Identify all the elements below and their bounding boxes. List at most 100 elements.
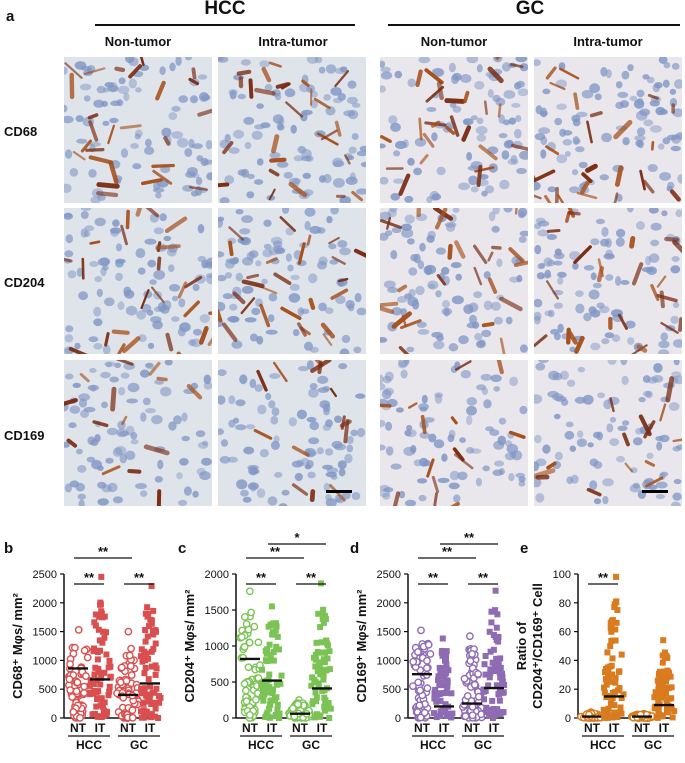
data-point bbox=[277, 680, 284, 687]
data-point bbox=[324, 655, 331, 662]
data-point bbox=[664, 709, 671, 716]
data-point bbox=[614, 607, 621, 613]
data-point bbox=[493, 682, 500, 689]
data-point bbox=[433, 698, 440, 705]
data-point bbox=[127, 644, 136, 653]
data-point bbox=[278, 672, 285, 679]
data-point bbox=[601, 689, 608, 696]
data-point bbox=[105, 692, 112, 699]
data-point bbox=[439, 635, 446, 642]
data-point bbox=[264, 713, 271, 719]
data-point bbox=[320, 619, 327, 626]
y-tick-label: 1500 bbox=[33, 627, 57, 639]
data-point bbox=[612, 675, 619, 681]
data-point bbox=[122, 676, 131, 685]
data-point bbox=[443, 689, 450, 696]
data-point bbox=[486, 674, 493, 681]
data-point bbox=[615, 668, 622, 675]
data-point bbox=[609, 617, 616, 624]
data-point bbox=[267, 701, 274, 708]
data-point bbox=[148, 648, 155, 655]
x-tick-label: IT bbox=[267, 721, 278, 735]
y-tick-label: 1000 bbox=[33, 655, 57, 667]
data-point bbox=[485, 682, 492, 689]
x-tick-label: IT bbox=[145, 721, 156, 735]
data-point bbox=[144, 633, 151, 640]
data-point bbox=[490, 646, 497, 653]
data-point bbox=[489, 697, 496, 704]
data-point bbox=[91, 671, 98, 678]
scale-bar bbox=[326, 490, 352, 493]
data-point bbox=[260, 687, 266, 694]
data-point bbox=[273, 681, 280, 688]
data-point bbox=[269, 690, 276, 697]
data-point bbox=[152, 671, 159, 678]
y-tick-label: 500 bbox=[39, 684, 57, 696]
data-point bbox=[150, 607, 157, 614]
data-point bbox=[437, 697, 444, 704]
data-point bbox=[424, 640, 433, 649]
data-point bbox=[414, 678, 423, 687]
data-point bbox=[323, 637, 330, 644]
data-point bbox=[146, 696, 153, 703]
data-point bbox=[468, 650, 477, 658]
data-point bbox=[326, 648, 333, 655]
data-point bbox=[91, 645, 97, 652]
data-point bbox=[94, 695, 100, 702]
data-point bbox=[616, 685, 623, 691]
data-point bbox=[480, 686, 487, 693]
data-point bbox=[241, 613, 249, 621]
data-point bbox=[602, 712, 609, 718]
micrograph-cd68-hcc-non-tumor bbox=[64, 57, 212, 203]
data-point bbox=[431, 710, 437, 717]
data-point bbox=[80, 682, 89, 691]
scatter-chart-cd204: 0 500 1000 1500 2000 CD204⁺ Mφs/ mm² NT IT NT IT H… bbox=[172, 530, 342, 760]
x-tick-label: NT bbox=[120, 721, 137, 735]
group-label: GC bbox=[644, 738, 662, 752]
y-axis-label-line1: Ratio of bbox=[514, 621, 529, 670]
data-point bbox=[487, 648, 494, 655]
data-point bbox=[267, 651, 274, 658]
data-point bbox=[140, 707, 147, 714]
data-point bbox=[658, 694, 665, 701]
data-point bbox=[443, 651, 450, 658]
data-point bbox=[659, 681, 666, 688]
data-point bbox=[426, 650, 435, 658]
y-tick-label: 1000 bbox=[377, 655, 401, 667]
data-point bbox=[147, 683, 153, 690]
data-point bbox=[609, 695, 616, 702]
micrograph-cd169-gc-intra-tumor bbox=[534, 360, 682, 506]
data-point bbox=[101, 634, 108, 641]
data-point bbox=[260, 697, 267, 704]
column-title-gc-non-tumor: Non-tumor bbox=[420, 34, 488, 49]
significance-label: ** bbox=[256, 570, 267, 585]
data-point bbox=[488, 608, 495, 615]
data-point bbox=[92, 711, 98, 718]
y-tick-label: 100 bbox=[553, 569, 571, 581]
data-point bbox=[254, 638, 263, 647]
data-point bbox=[124, 627, 133, 636]
data-point bbox=[89, 690, 96, 697]
data-point bbox=[497, 664, 504, 671]
data-point bbox=[152, 640, 159, 647]
panel-d-letter: d bbox=[350, 540, 360, 557]
data-point bbox=[323, 667, 330, 674]
data-point bbox=[269, 631, 276, 638]
data-point bbox=[128, 706, 137, 715]
data-point bbox=[490, 632, 497, 638]
data-point bbox=[86, 682, 93, 689]
data-point bbox=[68, 693, 77, 701]
data-point bbox=[148, 711, 155, 718]
data-point bbox=[460, 674, 469, 683]
y-tick-label: 1500 bbox=[205, 605, 229, 617]
data-point bbox=[240, 679, 249, 688]
significance-label: ** bbox=[598, 570, 609, 585]
data-point bbox=[148, 620, 155, 627]
data-point bbox=[97, 601, 104, 608]
data-point bbox=[486, 712, 493, 719]
data-point bbox=[95, 626, 102, 633]
y-tick-label: 2000 bbox=[377, 598, 401, 610]
data-point bbox=[444, 677, 451, 684]
data-point bbox=[320, 676, 327, 683]
data-point bbox=[414, 648, 422, 656]
